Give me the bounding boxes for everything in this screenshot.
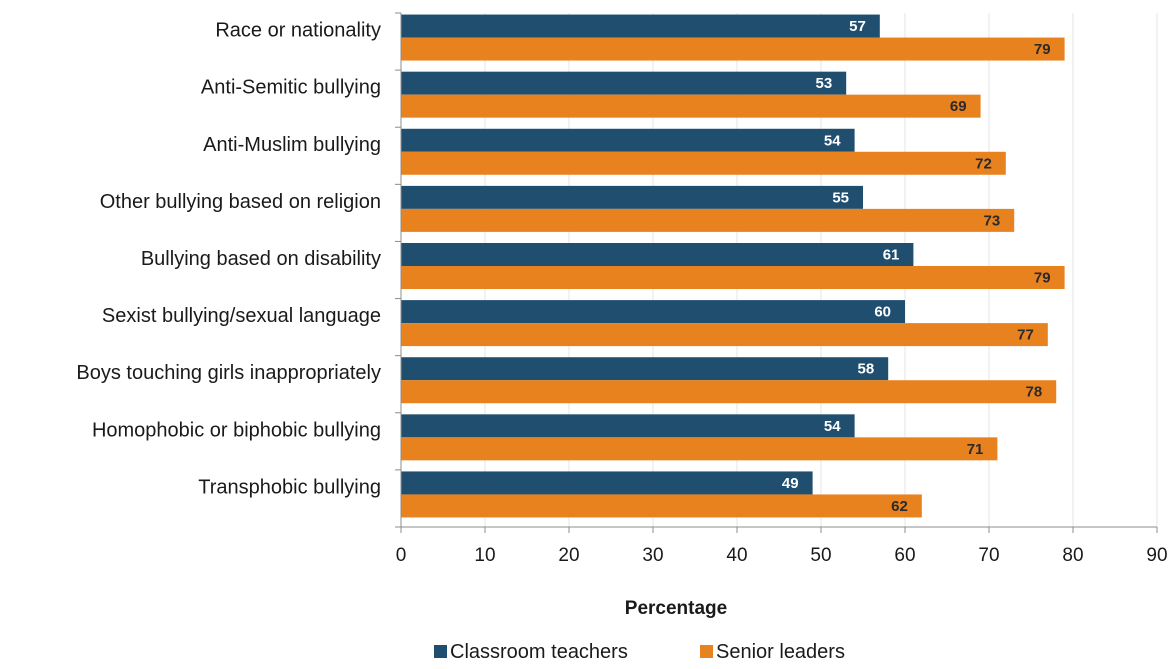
category-label: Anti-Muslim bullying bbox=[203, 134, 381, 156]
data-label: 54 bbox=[824, 132, 841, 149]
category-label: Sexist bullying/sexual language bbox=[102, 305, 381, 327]
data-label: 53 bbox=[816, 75, 833, 92]
category-label: Race or nationality bbox=[215, 20, 381, 42]
bar-classroom-teachers bbox=[401, 14, 880, 38]
bar-classroom-teachers bbox=[401, 414, 855, 438]
data-label: 77 bbox=[1017, 327, 1034, 344]
data-label: 78 bbox=[1026, 384, 1043, 401]
category-label: Transphobic bullying bbox=[198, 476, 381, 498]
x-tick-label: 40 bbox=[726, 545, 747, 566]
data-label: 57 bbox=[849, 18, 866, 35]
bar-senior-leaders bbox=[401, 208, 1015, 232]
data-label: 71 bbox=[967, 441, 984, 458]
data-label: 79 bbox=[1034, 41, 1051, 58]
bar-senior-leaders bbox=[401, 94, 981, 118]
bar-classroom-teachers bbox=[401, 243, 914, 266]
bar-classroom-teachers bbox=[401, 71, 847, 95]
x-tick-label: 60 bbox=[894, 545, 915, 566]
x-tick-label: 20 bbox=[558, 545, 579, 566]
bar-senior-leaders bbox=[401, 323, 1048, 347]
axes bbox=[395, 12, 1158, 533]
data-label: 72 bbox=[975, 155, 992, 172]
bar-senior-leaders bbox=[401, 151, 1006, 175]
x-tick-label: 70 bbox=[978, 545, 999, 566]
x-tick-label: 0 bbox=[396, 545, 407, 566]
data-label: 79 bbox=[1034, 270, 1051, 287]
bar-classroom-teachers bbox=[401, 300, 905, 324]
data-label: 62 bbox=[891, 498, 908, 515]
legend-label: Classroom teachers bbox=[450, 641, 628, 663]
bar-senior-leaders bbox=[401, 380, 1057, 404]
bar-senior-leaders bbox=[401, 494, 922, 518]
data-label: 61 bbox=[883, 247, 900, 264]
category-label: Anti-Semitic bullying bbox=[201, 77, 381, 99]
x-tick-label: 80 bbox=[1062, 545, 1083, 566]
data-label: 49 bbox=[782, 475, 799, 492]
bar-classroom-teachers bbox=[401, 128, 855, 152]
category-labels: Race or nationality Anti-Semitic bullying… bbox=[76, 20, 381, 499]
data-label: 58 bbox=[858, 361, 875, 378]
x-tick-label: 90 bbox=[1146, 545, 1167, 566]
category-label: Other bullying based on religion bbox=[100, 191, 381, 213]
data-label: 73 bbox=[984, 212, 1001, 229]
legend-label: Senior leaders bbox=[716, 641, 845, 663]
x-tick-label: 10 bbox=[474, 545, 495, 566]
x-tick-label: 50 bbox=[810, 545, 831, 566]
data-label: 69 bbox=[950, 98, 967, 115]
bar-classroom-teachers bbox=[401, 471, 813, 495]
bar-senior-leaders bbox=[401, 437, 998, 461]
x-axis-title: Percentage bbox=[625, 598, 727, 619]
bar-senior-leaders bbox=[401, 266, 1065, 289]
bar-classroom-teachers bbox=[401, 185, 863, 209]
bar-classroom-teachers bbox=[401, 357, 889, 381]
category-label: Boys touching girls inappropriately bbox=[76, 362, 381, 384]
legend: Classroom teachers Senior leaders bbox=[434, 641, 845, 663]
x-tick-label: 30 bbox=[642, 545, 663, 566]
category-label: Homophobic or biphobic bullying bbox=[92, 419, 381, 441]
legend-swatch bbox=[700, 645, 713, 658]
data-label: 55 bbox=[832, 189, 849, 206]
bars: 57 79 53 69 54 72 55 73 61 79 60 77 58 78 54 71 49 62 bbox=[401, 14, 1065, 518]
category-label: Bullying based on disability bbox=[141, 248, 381, 270]
data-label: 54 bbox=[824, 418, 841, 435]
legend-swatch bbox=[434, 645, 447, 658]
data-label: 60 bbox=[874, 304, 891, 321]
tick-labels: 0 10 20 30 40 50 60 70 80 90 bbox=[396, 545, 1168, 566]
bar-senior-leaders bbox=[401, 37, 1065, 61]
